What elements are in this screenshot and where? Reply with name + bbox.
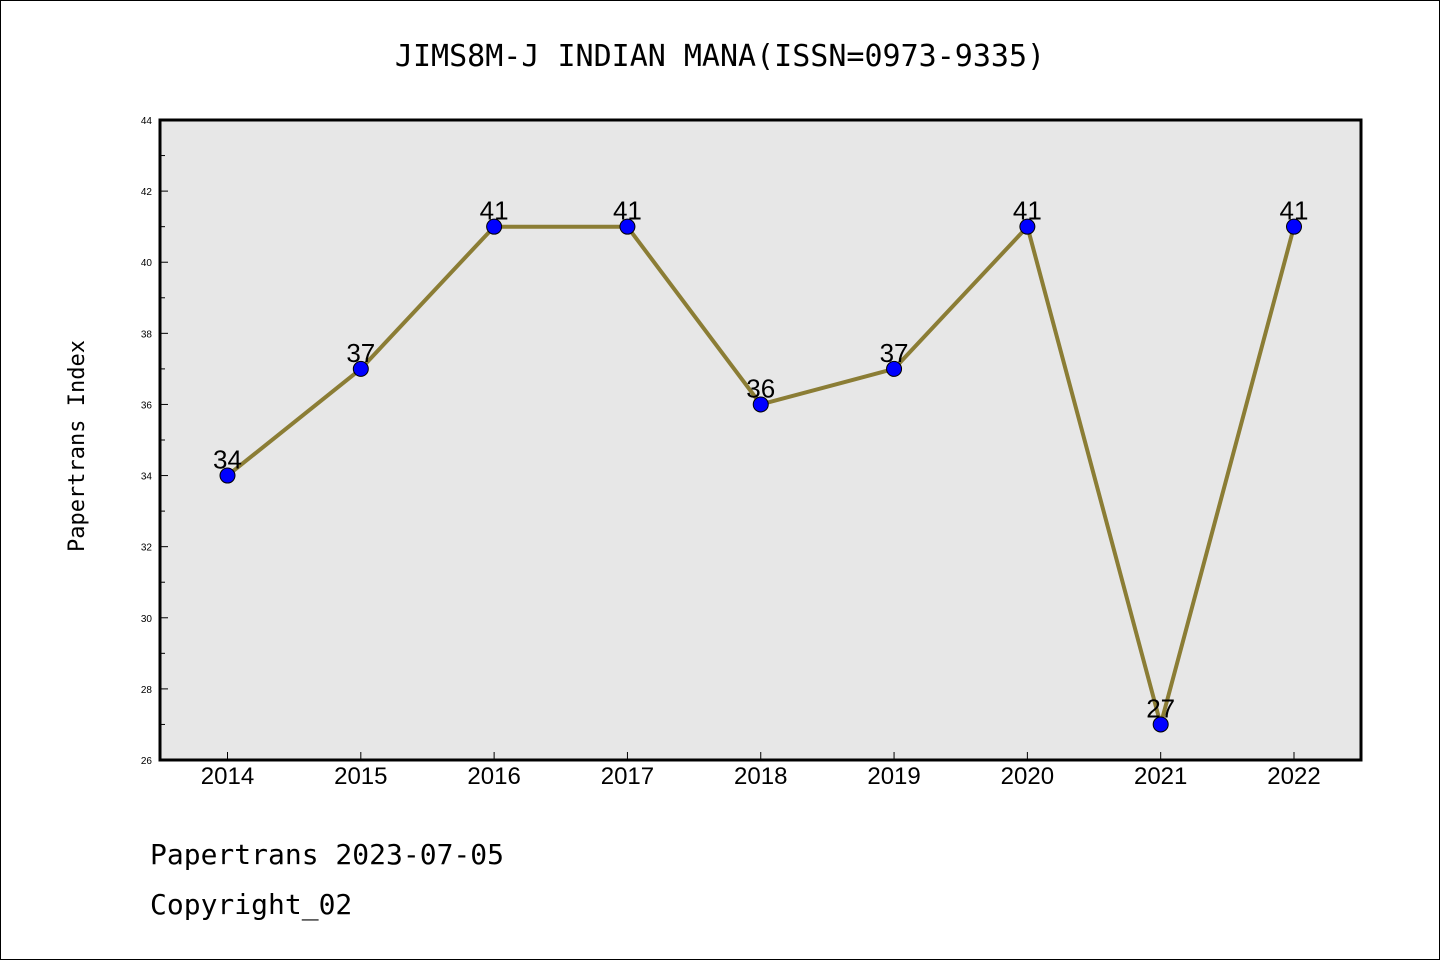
footer-copyright: Copyright_02 [150, 888, 352, 922]
x-tick-label: 2022 [1267, 763, 1320, 790]
x-tick-label: 2020 [1001, 763, 1054, 790]
y-tick-label: 32 [141, 543, 153, 554]
data-label: 41 [1013, 196, 1042, 226]
data-points [219, 218, 1302, 733]
data-point [752, 396, 769, 413]
y-tick-label: 34 [141, 472, 153, 483]
data-label: 27 [1146, 693, 1175, 723]
chart-title: JIMS8M-J INDIAN MANA(ISSN=0973-9335) [395, 39, 1045, 74]
data-label: 34 [213, 445, 242, 475]
data-label: 37 [346, 338, 375, 368]
data-point [486, 218, 503, 235]
x-tick-label: 2018 [734, 763, 787, 790]
data-label: 41 [480, 196, 509, 226]
data-point [1152, 716, 1169, 733]
plot-border [158, 118, 1363, 762]
y-tick-label: 28 [141, 685, 153, 696]
y-tick-label: 36 [141, 400, 153, 411]
y-tick-label: 38 [141, 329, 153, 340]
y-tick-label: 42 [141, 187, 153, 198]
x-tick-label: 2021 [1134, 763, 1187, 790]
data-point [219, 467, 236, 484]
y-tick-label: 26 [141, 756, 153, 767]
y-axis-label: Papertrans Index [65, 340, 90, 552]
y-tick-label: 40 [141, 258, 153, 269]
y-tick-label: 44 [141, 116, 153, 127]
data-labels: 34 37 41 41 36 37 41 27 41 [213, 196, 1308, 724]
data-point [619, 218, 636, 235]
plot-area [160, 120, 1361, 760]
x-axis-ticks: 2014 2015 2016 2017 2018 2019 2020 2021 2022 [201, 752, 1321, 790]
data-label: 41 [1280, 196, 1309, 226]
y-tick-label: 30 [141, 614, 153, 625]
footer-date: Papertrans 2023-07-05 [150, 838, 504, 871]
x-tick-label: 2016 [467, 763, 520, 790]
x-tick-label: 2019 [867, 763, 920, 790]
data-label: 37 [880, 338, 909, 368]
x-tick-label: 2014 [201, 763, 254, 790]
data-label: 36 [746, 373, 775, 403]
data-point [1286, 218, 1302, 235]
data-label: 41 [613, 196, 642, 226]
data-point [352, 360, 369, 377]
data-point [1019, 218, 1036, 235]
x-tick-label: 2015 [334, 763, 387, 790]
data-point [886, 360, 903, 377]
x-tick-label: 2017 [601, 763, 654, 790]
